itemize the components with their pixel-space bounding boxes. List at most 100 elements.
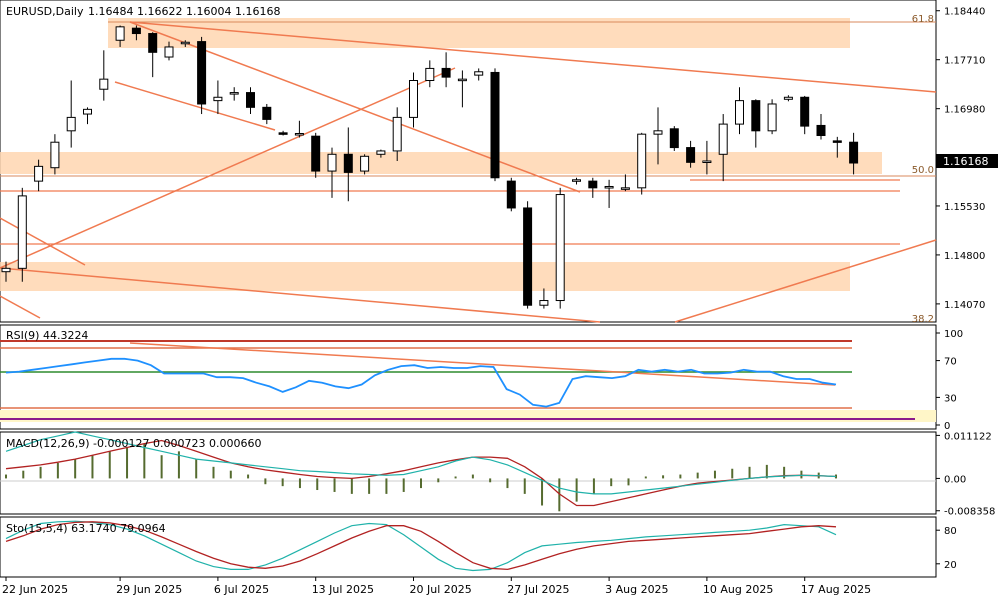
current-price-tag: 1.16168 xyxy=(936,154,998,168)
candle-body-bear xyxy=(311,135,321,172)
candle-body-bull xyxy=(115,26,125,41)
macd-tick-label: 0.011122 xyxy=(944,431,992,442)
candle xyxy=(164,41,174,61)
candle-body-bull xyxy=(392,116,402,152)
candle xyxy=(718,114,728,182)
price-tick-label: 1.14800 xyxy=(944,251,985,262)
macd-signal-line xyxy=(5,439,837,507)
candle-body-bull xyxy=(735,100,744,125)
candle xyxy=(702,140,712,175)
candle xyxy=(457,70,467,108)
time-tick-label: 20 Jul 2025 xyxy=(410,583,472,596)
candle-body-bear xyxy=(278,132,288,135)
trendline-falling xyxy=(0,267,601,323)
time-tick-label: 22 Jun 2025 xyxy=(2,583,68,596)
candle xyxy=(767,99,777,135)
candle-body-bull xyxy=(425,67,435,82)
candle-body-bull xyxy=(83,108,92,115)
candle xyxy=(669,126,679,151)
price-tick-label: 1.14070 xyxy=(944,300,985,311)
candle xyxy=(604,179,614,208)
candle-body-bear xyxy=(669,128,679,149)
candle-body-bull xyxy=(50,141,60,169)
candle-body-bull xyxy=(555,194,565,302)
time-tick-label: 29 Jun 2025 xyxy=(116,583,182,596)
candle xyxy=(653,107,663,165)
candle xyxy=(115,25,125,47)
candle-body-bull xyxy=(17,195,27,269)
price-panel: EURUSD,Daily 1.16484 1.16622 1.16004 1.1… xyxy=(0,0,937,325)
candle xyxy=(441,52,451,88)
stochastic-tick-label: 80 xyxy=(944,526,957,537)
macd-title: MACD(12,26,9) -0.000127 0.000723 0.00066… xyxy=(6,437,261,450)
candle-body-bull xyxy=(360,155,370,172)
candle-body-bull xyxy=(327,153,337,172)
candle xyxy=(148,32,158,78)
supply-zone-upper xyxy=(108,18,850,48)
rsi-tick-label: 100 xyxy=(944,329,963,340)
candle-body-bull xyxy=(702,160,712,163)
rsi-axis: 100 70 30 0 xyxy=(936,329,963,432)
macd-panel: MACD(12,26,9) -0.000127 0.000723 0.00066… xyxy=(0,431,937,515)
candle xyxy=(376,149,386,158)
candle-body-bear xyxy=(523,207,533,306)
candle-body-bear xyxy=(751,100,761,132)
ohlc-values: 1.16484 1.16622 1.16004 1.16168 xyxy=(88,5,280,18)
candle-body-bear xyxy=(343,153,353,173)
macd-tick-label: 0.00 xyxy=(944,474,966,485)
stochastic-k-line xyxy=(5,520,837,572)
candle-body-bull xyxy=(164,46,174,58)
candle xyxy=(409,72,418,128)
price-tick-label: 1.16980 xyxy=(944,105,985,116)
candle xyxy=(34,159,44,192)
price-tick-label: 1.15530 xyxy=(944,202,985,213)
candle xyxy=(539,288,549,309)
fib-label-50: 50.0 xyxy=(912,165,934,176)
candle-body-bull xyxy=(34,165,44,182)
candle xyxy=(490,68,500,182)
candle xyxy=(99,50,109,101)
macd-tick-label: -0.008358 xyxy=(944,507,995,518)
current-price-label: 1.16168 xyxy=(943,155,989,168)
trendline-rising xyxy=(0,67,456,269)
rsi-tick-label: 30 xyxy=(944,393,957,404)
candle xyxy=(343,127,353,202)
rsi-tick-label: 0 xyxy=(944,421,950,432)
candle-body-bear xyxy=(800,96,810,127)
candle-body-bull xyxy=(653,130,663,135)
supply-zone-middle xyxy=(0,152,882,174)
stochastic-title: Sto(15,5,4) 63.1740 79.0964 xyxy=(6,522,166,535)
candle-body-bear xyxy=(816,124,826,137)
candle xyxy=(523,201,533,309)
candle-body-bull xyxy=(783,96,793,100)
candle xyxy=(620,174,630,192)
candle xyxy=(751,99,761,148)
fib-label-38: 38.2 xyxy=(912,314,934,325)
candle xyxy=(360,154,370,175)
macd-main-line xyxy=(5,431,837,495)
candle xyxy=(197,36,207,115)
candle xyxy=(131,25,141,41)
time-tick-label: 10 Aug 2025 xyxy=(703,583,773,596)
candle-body-bull xyxy=(1,267,11,273)
candle xyxy=(686,140,696,168)
candle-body-bear xyxy=(148,33,158,53)
candle-body-bull xyxy=(572,179,581,182)
stochastic-panel: Sto(15,5,4) 63.1740 79.0964 xyxy=(0,516,937,578)
trendline-upper xyxy=(129,21,937,93)
candle-body-bear xyxy=(197,41,207,105)
candle-body-bull xyxy=(620,187,630,190)
candle-body-bear xyxy=(262,106,272,120)
demand-zone-lower xyxy=(0,262,850,291)
stochastic-axis: 80 20 xyxy=(936,526,957,571)
candle-body-bear xyxy=(441,67,451,78)
trendline-short-2 xyxy=(0,295,41,319)
candle xyxy=(294,120,304,138)
candle-body-bull xyxy=(767,103,777,132)
candle xyxy=(474,68,484,81)
candle xyxy=(50,134,60,175)
candle xyxy=(246,87,255,115)
rsi-panel: RSI(9) 44.3224 xyxy=(0,324,937,430)
candle xyxy=(278,130,288,136)
